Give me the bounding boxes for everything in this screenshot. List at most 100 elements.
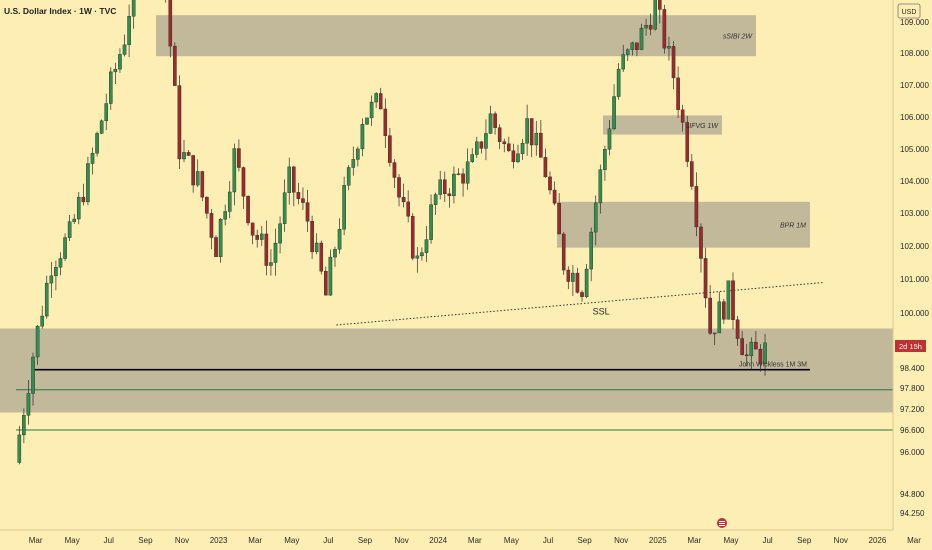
countdown-badge — [895, 340, 926, 352]
candle-down — [388, 135, 392, 163]
zone-box — [557, 201, 810, 248]
candle-down — [566, 269, 571, 282]
candle-down — [397, 177, 401, 198]
candle-down — [552, 189, 557, 204]
candle-up — [475, 141, 479, 155]
y-tick-label: 98.400 — [900, 364, 925, 373]
candle-up — [520, 143, 525, 154]
economic-events-icon[interactable] — [717, 518, 727, 528]
x-tick-label: 2026 — [869, 536, 887, 545]
candle-down — [694, 186, 699, 228]
candle-down — [548, 176, 552, 191]
y-tick-label: 97.200 — [900, 405, 925, 414]
candle-up — [99, 120, 104, 134]
candle-down — [575, 272, 580, 293]
candle-down — [529, 118, 534, 146]
candle-up — [76, 196, 81, 220]
x-tick-label: Mar — [907, 536, 921, 545]
candle-up — [584, 268, 589, 297]
x-tick-label: Sep — [577, 536, 592, 545]
candle-up — [122, 44, 127, 55]
candle-down — [237, 148, 241, 168]
zone-label: sIFVG 1W — [686, 123, 720, 130]
labels-layer: sSIBI 2W sIFVG 1W BPR 1M John Wickless 1M 3… — [593, 34, 808, 369]
y-axis: 109.000 108.000 107.000 106.000 105.000 104.0… — [900, 18, 929, 518]
candle-down — [292, 166, 296, 193]
candle-down — [173, 45, 177, 86]
x-tick-label: May — [504, 536, 519, 545]
candle-down — [735, 319, 740, 339]
candle-down — [744, 354, 749, 357]
candle-up — [328, 256, 333, 296]
candle-up — [525, 118, 529, 144]
candle-up — [667, 46, 671, 49]
candle-up — [625, 49, 630, 55]
zone-label: BPR 1M — [780, 223, 806, 230]
candle-up — [127, 16, 131, 46]
candle-up — [67, 221, 72, 238]
candle-up — [227, 191, 232, 212]
candle-up — [113, 68, 118, 73]
candle-down — [561, 233, 566, 271]
candle-down — [758, 348, 763, 365]
candle-up — [374, 93, 378, 103]
candle-up — [726, 280, 731, 320]
candle-up — [351, 159, 356, 168]
candle-down — [676, 77, 680, 110]
candle-up — [26, 393, 31, 416]
candle-down — [191, 155, 195, 186]
candle-down — [250, 222, 255, 236]
candle-down — [442, 179, 447, 194]
candle-up — [420, 252, 424, 257]
candle-up — [49, 275, 54, 284]
candle-up — [603, 149, 607, 170]
candle-up — [54, 266, 58, 277]
ssl-annotation: SSL — [593, 307, 610, 317]
candle-up — [278, 223, 282, 244]
y-tick-label: 94.800 — [900, 490, 925, 499]
candle-down — [635, 42, 639, 50]
price-axis-panel[interactable] — [893, 0, 932, 550]
candle-up — [63, 237, 67, 259]
candle-up — [616, 68, 621, 97]
candle-up — [593, 202, 598, 233]
candle-up — [484, 133, 488, 149]
zone-box — [0, 328, 893, 413]
candle-down — [305, 202, 310, 222]
candle-down — [186, 152, 191, 156]
x-tick-label: 2023 — [210, 536, 228, 545]
candle-down — [648, 24, 653, 30]
candle-up — [72, 218, 76, 222]
candle-down — [708, 297, 712, 334]
candle-up — [259, 233, 264, 240]
x-tick-label: 2025 — [649, 536, 667, 545]
candle-up — [17, 434, 22, 463]
currency-badge[interactable] — [897, 3, 921, 19]
candle-down — [378, 93, 383, 110]
candle-down — [177, 85, 182, 160]
candle-up — [369, 101, 374, 119]
x-tick-label: Jul — [104, 536, 114, 545]
x-tick-label: Sep — [138, 536, 153, 545]
candle-up — [429, 204, 433, 240]
candle-down — [479, 141, 484, 149]
candle-down — [580, 292, 584, 297]
candle-down — [703, 258, 708, 299]
y-tick-label: 100.000 — [900, 309, 929, 318]
candle-down — [754, 341, 758, 350]
candle-up — [35, 325, 40, 358]
y-tick-label: 105.000 — [900, 145, 929, 154]
y-tick-label: 106.000 — [900, 113, 929, 122]
candle-up — [314, 242, 319, 253]
candle-down — [205, 196, 209, 214]
y-tick-label: 104.000 — [900, 177, 929, 186]
candle-up — [470, 154, 475, 162]
candle-down — [81, 196, 86, 203]
x-tick-label: Mar — [29, 536, 43, 545]
candle-down — [507, 143, 511, 151]
candle-down — [401, 197, 406, 203]
y-tick-label: 102.000 — [900, 242, 929, 251]
candle-up — [516, 153, 520, 162]
